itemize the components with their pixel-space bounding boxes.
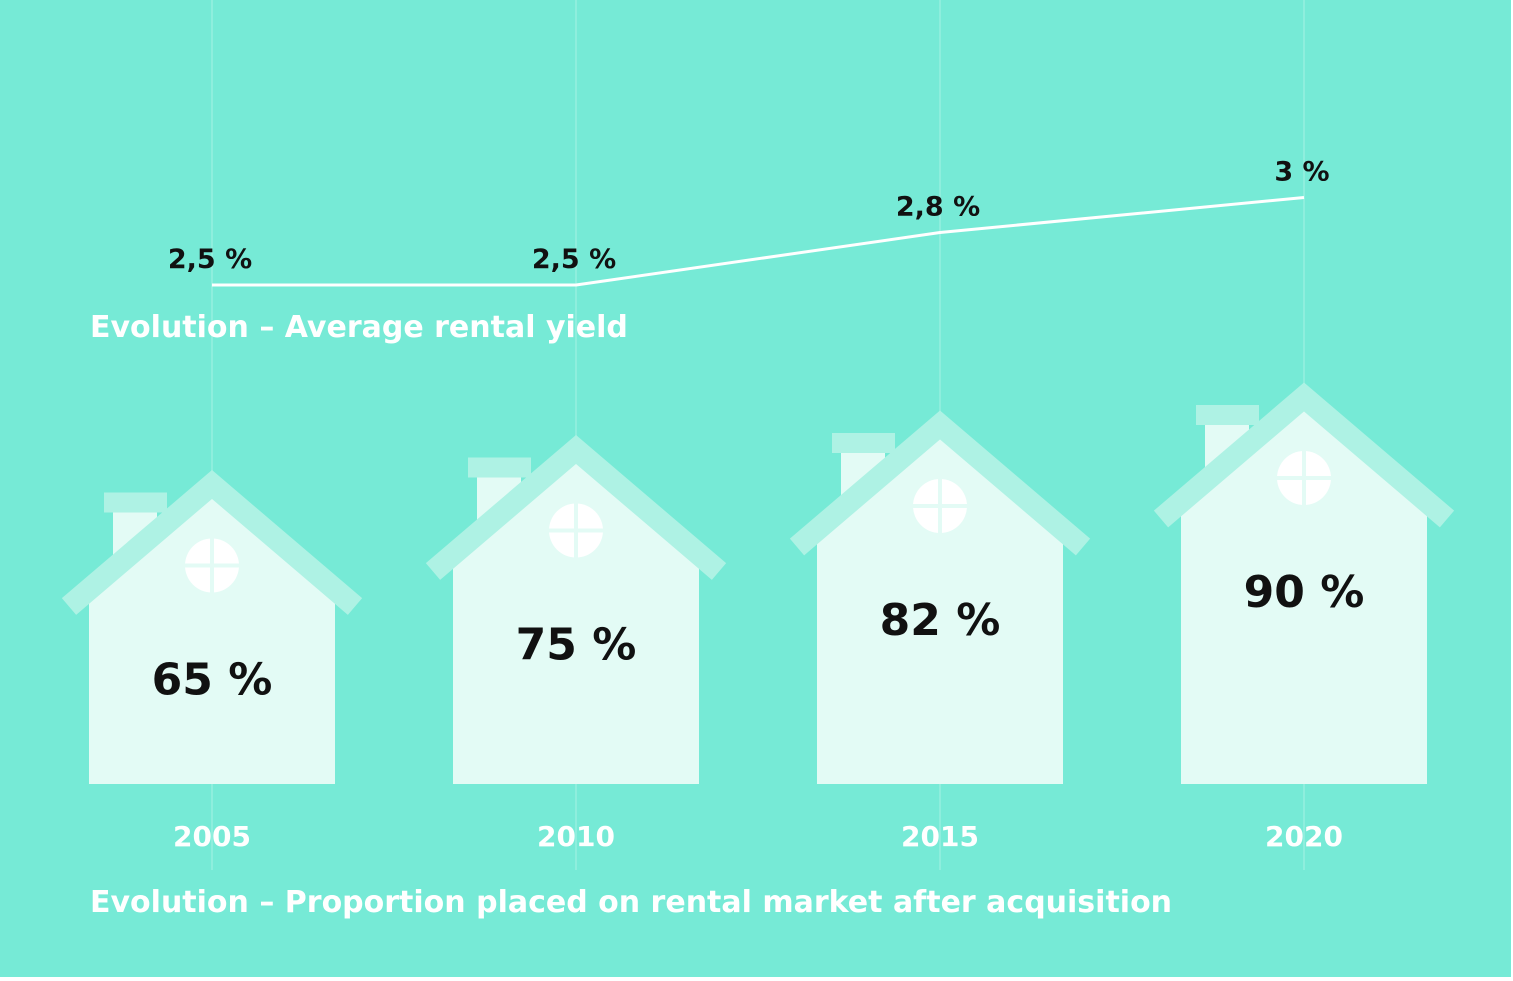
house-value-label: 75 % — [516, 620, 637, 671]
yield-value-label-2015: 2,8 % — [896, 192, 980, 223]
year-label-2020: 2020 — [1265, 820, 1343, 853]
house-roof — [425, 435, 727, 580]
house-body — [453, 459, 699, 784]
house-bar-2015: 82 % — [789, 410, 1091, 784]
house-value-label: 65 % — [152, 655, 273, 706]
chimney-cap — [1196, 405, 1259, 425]
year-label-2005: 2005 — [173, 820, 251, 853]
house-body — [817, 435, 1063, 784]
house-value-label: 90 % — [1244, 567, 1365, 618]
year-label-2015: 2015 — [901, 820, 979, 853]
yield-chart-title: Evolution – Average rental yield — [90, 310, 628, 345]
yield-line — [212, 196, 1305, 287]
chimney-cap — [832, 433, 895, 453]
house-body — [1181, 407, 1427, 784]
yield-value-labels: 2,5 % 2,5 % 2,8 % 3 % — [168, 157, 1330, 276]
house-bar-2020: 90 % — [1153, 382, 1455, 784]
house-roof — [1153, 382, 1455, 528]
house-bar-2005: 65 % — [61, 470, 363, 784]
year-gridlines — [211, 0, 1305, 870]
year-label-2010: 2010 — [537, 820, 615, 853]
house-roof — [789, 410, 1091, 556]
yield-value-label-2020: 3 % — [1274, 157, 1329, 188]
house-bar-2010: 75 % — [425, 435, 727, 784]
year-axis-labels: 2005 2010 2015 2020 — [173, 820, 1343, 853]
yield-value-label-2005: 2,5 % — [168, 244, 252, 275]
house-value-label: 82 % — [880, 595, 1001, 646]
yield-value-label-2010: 2,5 % — [532, 244, 616, 275]
house-bars: 65 % 75 % 82 % 90 % — [61, 382, 1455, 784]
yield-line-series — [212, 196, 1305, 287]
house-roof — [61, 470, 363, 615]
chimney-cap — [468, 457, 531, 478]
proportion-chart-title: Evolution – Proportion placed on rental … — [90, 885, 1173, 920]
house-body — [89, 494, 335, 784]
chimney-cap — [104, 492, 167, 513]
